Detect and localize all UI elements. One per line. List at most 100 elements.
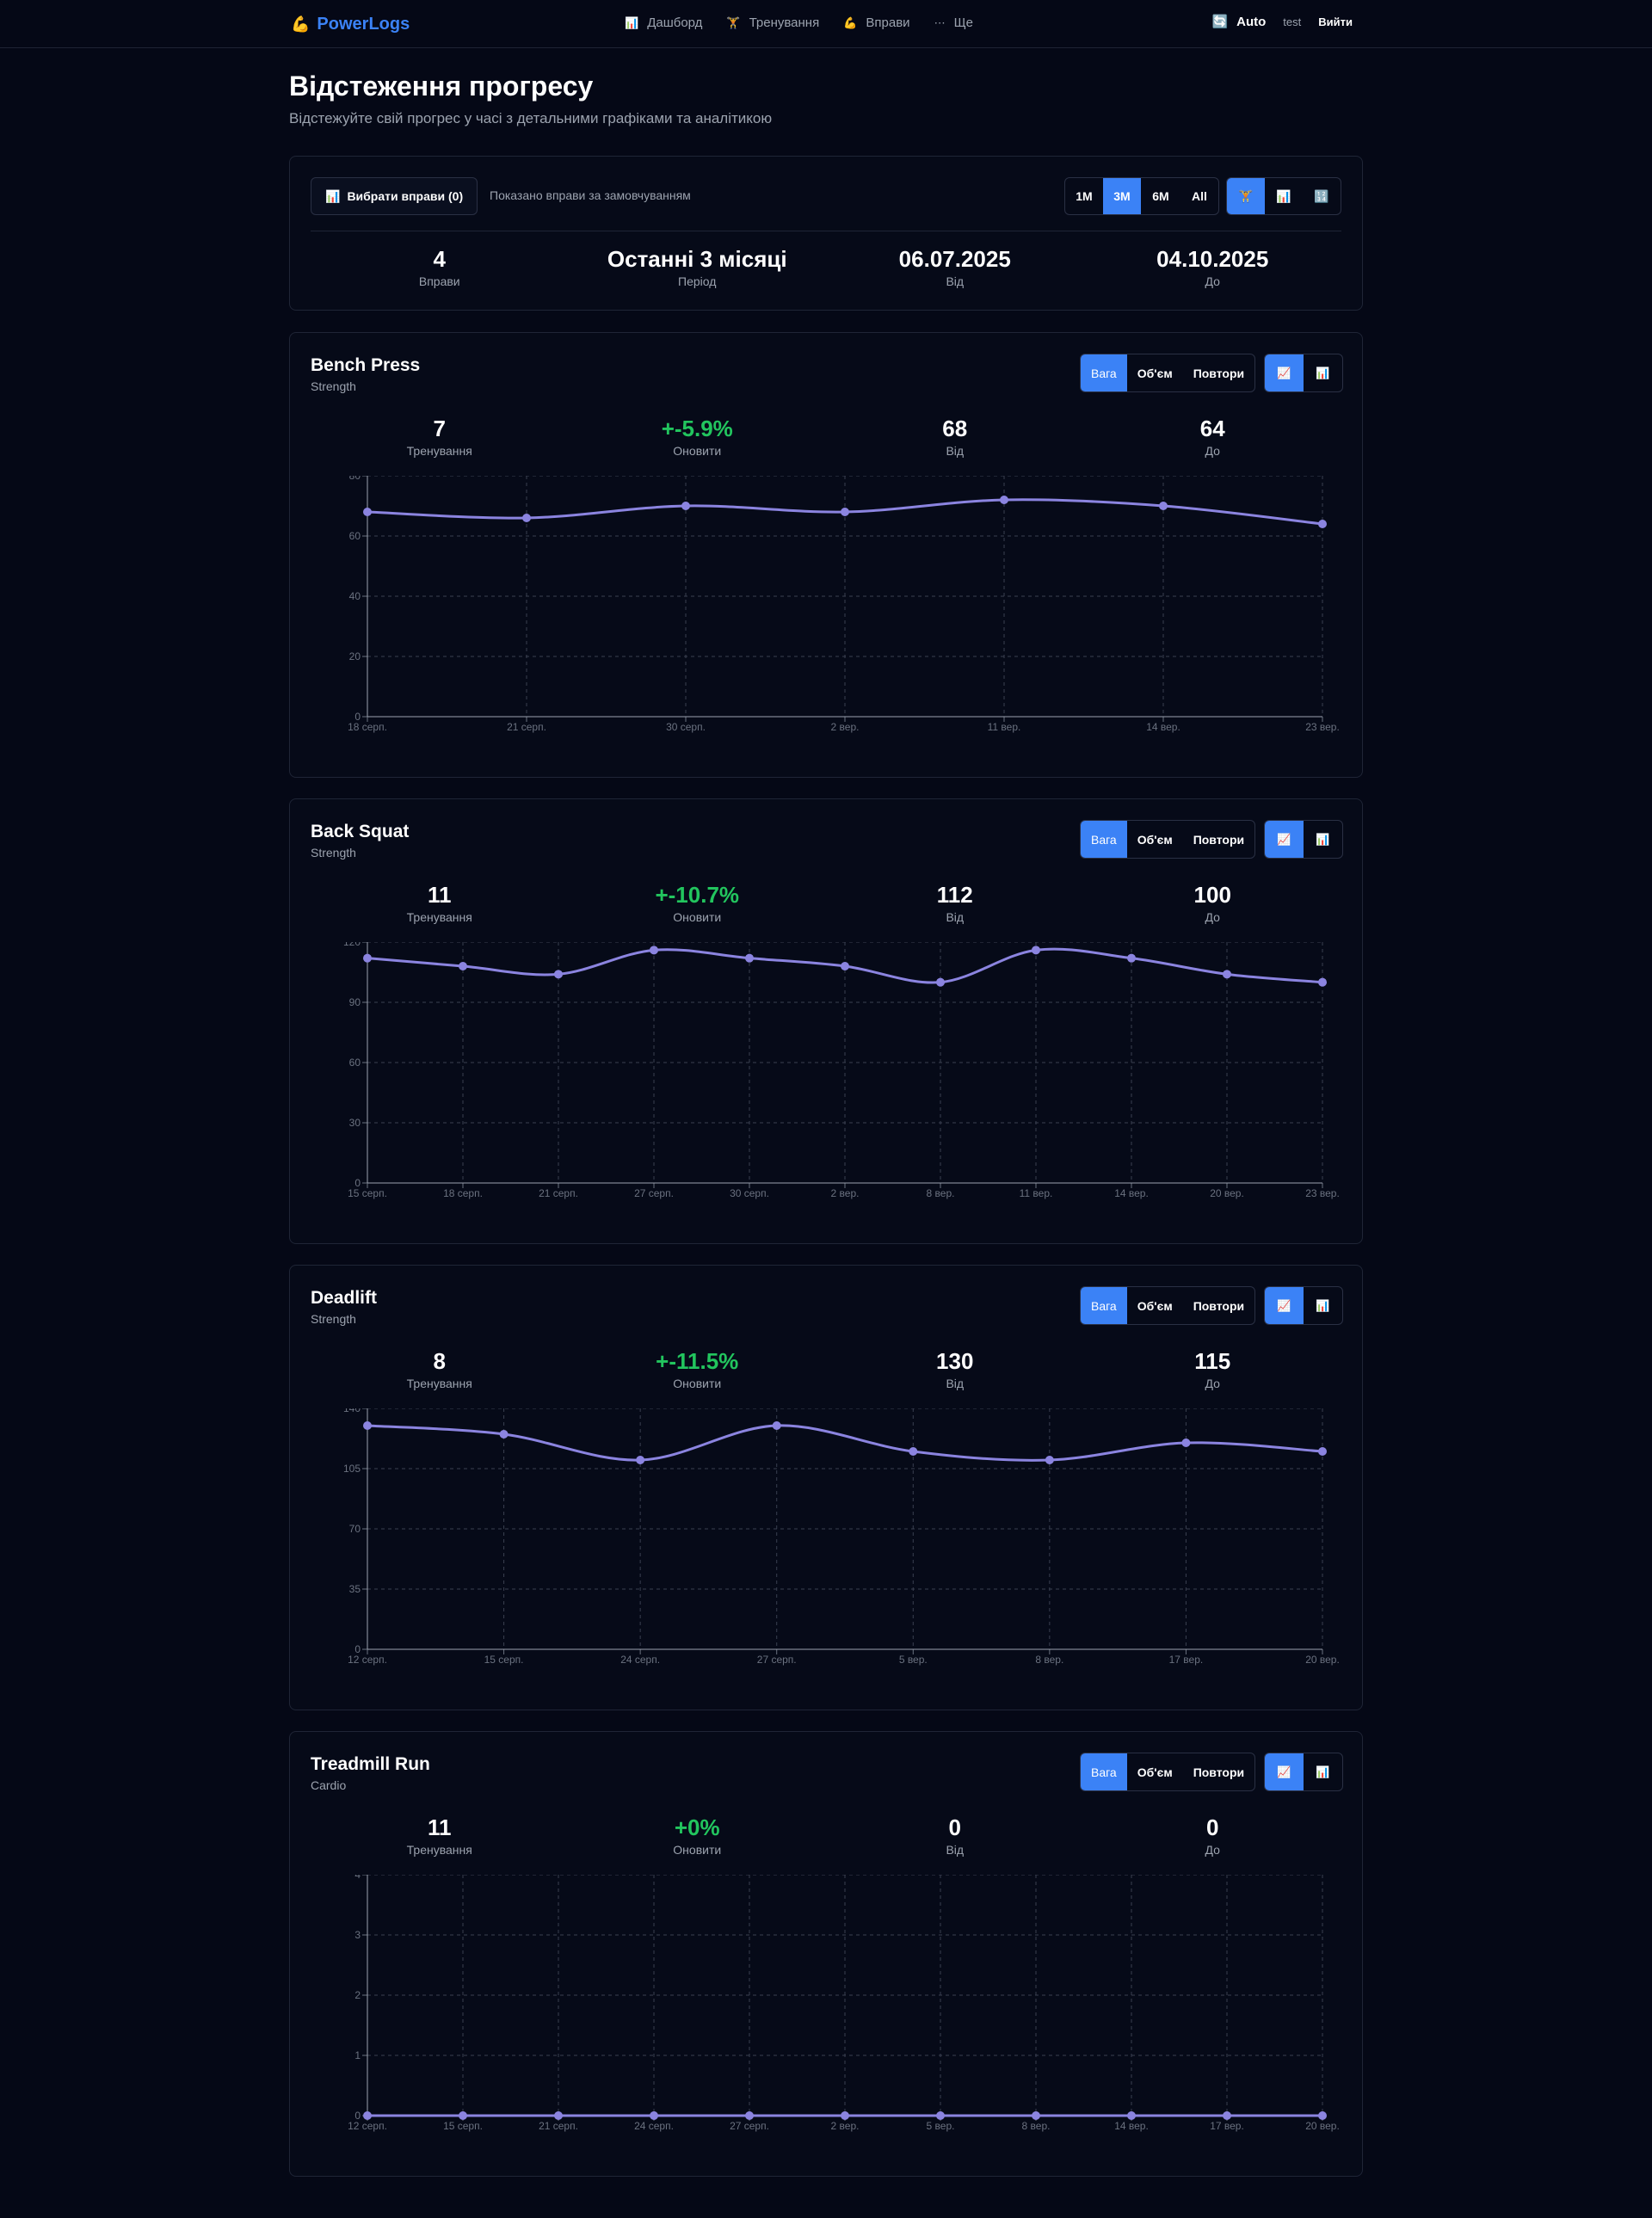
data-point [363,2111,372,2120]
metric-weight-tab[interactable]: Вага [1081,354,1127,391]
more-dots-icon: ⋯ [934,15,946,29]
nav-workouts[interactable]: 🏋 Тренування [726,15,819,30]
stat-to: 64 До [1084,416,1342,458]
page-title: Відстеження прогресу [289,71,594,102]
x-tick-label: 23 вер. [1305,1187,1340,1199]
metric-reps-tab[interactable]: Повтори [1193,1298,1245,1313]
x-tick-label: 27 серп. [730,2120,769,2132]
y-tick-label: 30 [349,1117,361,1129]
x-tick-label: 14 вер. [1146,721,1180,733]
range-1m-button[interactable]: 1M [1076,189,1093,203]
data-point [363,1421,372,1430]
metric-reps-tab[interactable]: Повтори [1193,366,1245,380]
select-exercises-button[interactable]: 📊 Вибрати вправи (0) [311,177,478,215]
range-3m-button[interactable]: 3M [1103,178,1141,214]
metric-reps-tab[interactable]: Повтори [1193,832,1245,847]
y-tick-label: 0 [354,711,361,723]
y-tick-label: 3 [354,1929,361,1941]
weightlifter-icon[interactable]: 🏋 [1227,178,1265,214]
stat-to: 0 До [1084,1814,1342,1857]
stat-value: 11 [428,1814,452,1840]
metric-tabs: Вага Об'єм Повтори [1080,1286,1256,1325]
stat-from: 130 Від [826,1348,1084,1390]
data-point [554,970,563,979]
x-tick-label: 30 серп. [666,721,706,733]
x-tick-label: 17 вер. [1210,2120,1244,2132]
logout-button[interactable]: Вийти [1318,15,1353,28]
x-tick-label: 20 вер. [1210,1187,1244,1199]
flexed-biceps-icon: 💪 [843,15,858,29]
stat-workouts: 11 Тренування [311,882,569,924]
progress-chart: 0 1 2 3 4 12 серп. 15 серп. 21 серп. 24 серп. 27 … [311,1875,1343,2141]
metric-weight-tab[interactable]: Вага [1081,1753,1127,1790]
nav-exercises[interactable]: 💪 Вправи [843,15,909,30]
stat-value: 8 [433,1348,446,1374]
y-tick-label: 60 [349,530,361,542]
stat-from: 0 Від [826,1814,1084,1857]
line-chart-icon[interactable]: 📈 [1265,1287,1304,1324]
range-6m-button[interactable]: 6M [1152,189,1169,203]
data-point [1181,1439,1191,1447]
stat-value: 0 [948,1814,961,1840]
theme-toggle[interactable]: 🔄 Auto [1211,14,1267,30]
line-chart-icon[interactable]: 📈 [1265,1753,1304,1790]
metric-volume-tab[interactable]: Об'єм [1137,832,1173,847]
main-nav: 📊 Дашборд 🏋 Тренування 💪 Вправи ⋯ Ще [625,15,973,30]
nav-label: Тренування [749,15,820,30]
nav-more[interactable]: ⋯ Ще [934,15,973,30]
bar-chart-icon[interactable]: 📊 [1316,1765,1330,1778]
header-actions: 🔄 Auto test Вийти [1211,14,1353,30]
stat-label: Від [946,274,965,288]
metric-reps-tab[interactable]: Повтори [1193,1765,1245,1779]
y-tick-label: 2 [354,1989,361,2001]
metric-volume-tab[interactable]: Об'єм [1137,1765,1173,1779]
brand-logo[interactable]: 💪 PowerLogs [291,15,410,34]
stat-label: Тренування [406,1843,472,1857]
exercise-card-bench-press: Bench Press Strength Вага Об'єм Повтори … [289,332,1363,778]
series-line [367,1424,1323,1462]
stat-period: Останні 3 місяці Період [569,246,827,288]
numbers-icon[interactable]: 🔢 [1314,188,1329,203]
data-point [681,502,690,510]
line-chart-icon[interactable]: 📈 [1265,821,1304,858]
data-point [363,508,372,516]
metric-volume-tab[interactable]: Об'єм [1137,1298,1173,1313]
data-point [841,962,849,970]
bar-chart-icon[interactable]: 📊 [1316,366,1330,379]
stat-from: 68 Від [826,416,1084,458]
nav-dashboard[interactable]: 📊 Дашборд [625,15,702,30]
progress-chart: 0 20 40 60 80 18 серп. 21 серп. 30 серп. 2 вер. 1… [311,476,1343,742]
stat-value: +0% [674,1814,720,1840]
shown-exercises-note: Показано вправи за замовчуванням [490,188,691,202]
theme-label: Auto [1236,14,1267,29]
x-tick-label: 20 вер. [1305,2120,1340,2132]
bar-chart-icon[interactable]: 📊 [1316,1298,1330,1312]
stat-label: До [1205,1843,1220,1857]
flexed-biceps-icon: 💪 [291,15,311,33]
data-point [554,2111,563,2120]
view-mode-selector: 🏋 📊 🔢 [1226,177,1341,215]
stat-label: До [1205,910,1220,924]
nav-label: Дашборд [647,15,703,30]
data-point [1159,502,1168,510]
bar-chart-icon[interactable]: 📊 [1316,832,1330,846]
x-tick-label: 15 серп. [348,1187,387,1199]
x-tick-label: 17 вер. [1169,1654,1204,1666]
line-chart-icon[interactable]: 📈 [1265,354,1304,391]
metric-tabs: Вага Об'єм Повтори [1080,820,1256,859]
stat-to-date: 04.10.2025 До [1084,246,1342,288]
stat-exercises: 4 Вправи [311,246,569,288]
data-point [841,2111,849,2120]
x-tick-label: 18 серп. [348,721,387,733]
bar-chart-icon[interactable]: 📊 [1276,188,1291,203]
exercise-name: Back Squat [311,822,410,841]
metric-weight-tab[interactable]: Вага [1081,1287,1127,1324]
exercise-stats: 11 Тренування +0% Оновити 0 Від 0 До [311,1814,1341,1857]
x-tick-label: 11 вер. [988,721,1021,733]
y-tick-label: 60 [349,1057,361,1069]
stat-workouts: 7 Тренування [311,416,569,458]
metric-weight-tab[interactable]: Вага [1081,821,1127,858]
data-point [1127,953,1136,963]
metric-volume-tab[interactable]: Об'єм [1137,366,1173,380]
range-all-button[interactable]: All [1192,189,1207,203]
